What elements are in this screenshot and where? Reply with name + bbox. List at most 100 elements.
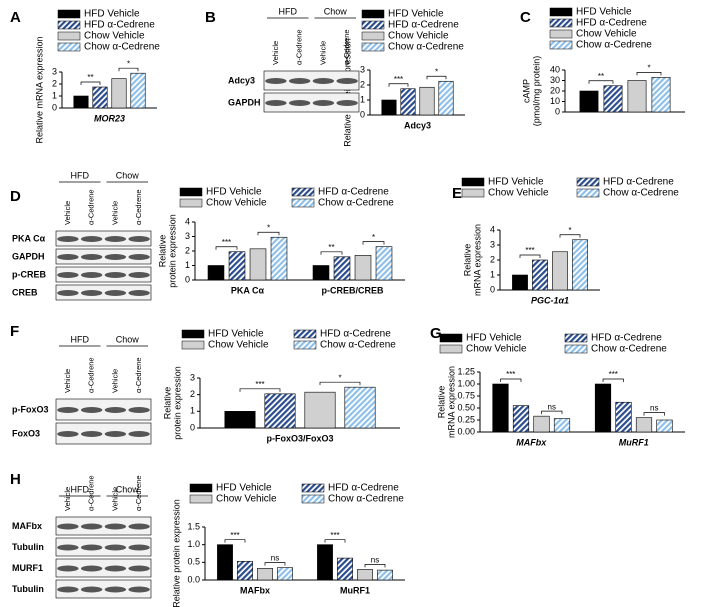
blot-group-label: Chow [324,6,348,16]
y-tick-label: 1 [490,269,495,279]
legend-swatch [549,7,573,17]
significance-label: * [338,373,341,382]
blot-lane-label: Vehicle [110,201,119,225]
significance-label: * [435,67,438,76]
blot-lane-label: α-Cedrene [295,29,304,65]
blot-membrane [263,70,360,91]
y-tick-label: 10 [550,96,560,106]
blot-band [80,431,103,437]
significance-label: *** [506,370,515,379]
legend-swatch [361,9,385,19]
bar [111,78,127,109]
blot-band [312,78,335,84]
significance-label: *** [230,531,239,540]
y-tick-label: 30 [550,75,560,85]
bar [249,248,267,281]
blot-lane-label: α-Cedrene [87,475,96,511]
significance-label: * [372,233,375,242]
significance-bracket [500,378,522,382]
blot-band [80,236,103,242]
blot-lane-label: Vehicle [63,487,72,511]
significance-bracket [602,378,624,382]
blot-band [128,407,150,413]
bar [512,274,528,291]
bar [130,72,146,109]
bar [635,417,653,433]
blot-lane-label: α-Cedrene [342,29,351,65]
significance-label: ** [328,243,334,252]
y-tick-label: 4 [185,216,190,226]
y-tick-label: 0 [490,284,495,294]
blot-band [57,523,79,530]
blot-band [57,586,79,593]
significance-label: * [127,59,130,68]
blot-membrane [55,516,152,536]
y-tick-label: 1.5 [187,521,200,531]
y-tick-label: 20 [550,85,560,95]
bar [553,418,571,433]
blot-band [128,290,150,296]
legend-swatch [57,9,81,19]
bar [224,411,256,429]
y-tick-label: 1.25 [457,366,475,376]
bar [73,95,89,109]
blot-band [128,272,150,278]
y-tick-label: 3 [52,66,57,76]
category-label: MOR23 [94,113,125,123]
y-axis-label: mRNA expression [472,224,482,296]
bar [533,415,550,433]
blot-band [104,254,127,260]
blot-band [104,565,127,572]
legend-swatch [189,494,213,504]
legend-label: HFD α-Cedrene [320,329,391,340]
significance-bracket [264,562,286,566]
legend-swatch [564,333,588,343]
legend-swatch [549,29,573,39]
legend-swatch [576,188,600,198]
blot-band [336,78,358,84]
y-tick-label: 0 [190,422,195,432]
legend-swatch [361,42,385,52]
significance-label: *** [609,370,618,379]
y-tick-label: 3 [185,231,190,241]
category-label: p-CREB/CREB [322,285,384,295]
blot-lane-label: Vehicle [271,41,280,65]
blot-band [80,407,103,413]
bar [627,80,647,113]
legend-label: HFD α-Cedrene [84,20,155,31]
blot-band [336,100,358,106]
blot-band [80,544,103,551]
blot-group-label: Chow [116,170,140,180]
legend-swatch [179,198,203,208]
blot-band [57,254,79,260]
y-tick-label: 4 [490,224,495,234]
blot-band [265,78,287,84]
panel-label: B [205,9,216,26]
bar [207,265,225,281]
blot-group-label: HFD [71,334,90,344]
blot-membrane [55,558,152,578]
legend-label: HFD α-Cedrene [328,483,399,494]
blot-lane-label: α-Cedrene [134,189,143,225]
y-tick-label: 1 [185,260,190,270]
y-axis-label: (pmol/mg protein) [531,56,541,127]
significance-bracket [80,81,101,85]
blot-band [128,565,150,572]
bar [217,544,233,581]
blot-group-label: HFD [71,484,90,494]
blot-lane-label: α-Cedrene [87,357,96,393]
legend-swatch [189,483,213,493]
blot-row-label: GAPDH [228,97,261,107]
y-tick-label: 1 [190,406,195,416]
bar [277,567,293,581]
blot-membrane [263,92,360,113]
y-tick-label: 2 [360,79,365,89]
y-tick-label: 0 [185,274,190,284]
category-label: Adcy3 [404,120,431,130]
legend-label: HFD Vehicle [576,7,632,18]
legend-label: HFD Vehicle [206,187,262,198]
category-label: MuRF1 [340,585,370,595]
legend-label: Chow α-Cedrene [388,42,464,53]
bar [615,401,632,433]
y-axis-label: protein expression [167,214,177,288]
